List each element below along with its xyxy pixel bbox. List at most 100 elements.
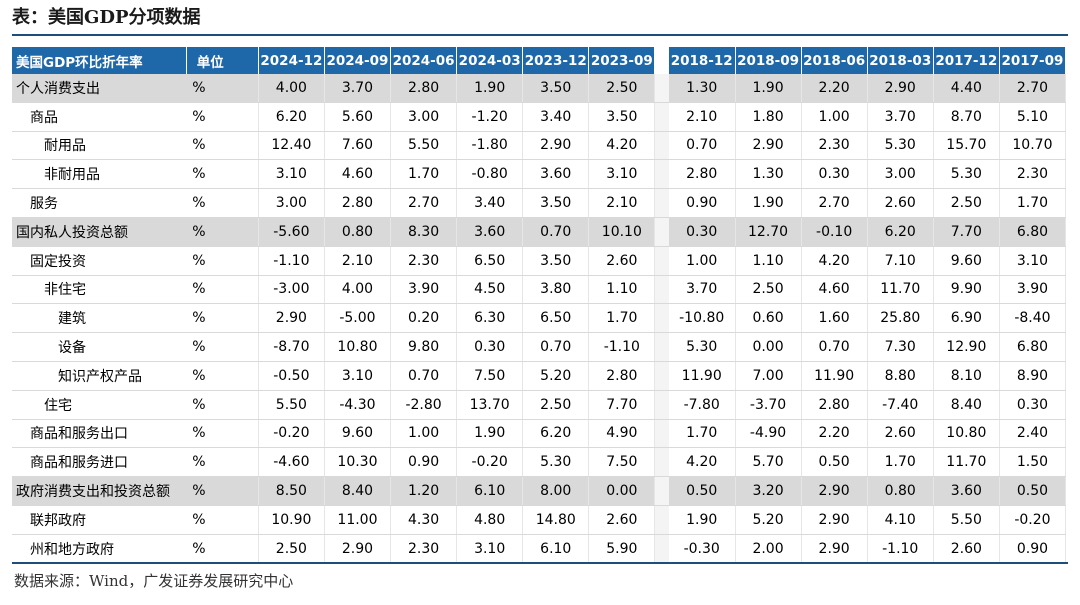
- cell-value: 3.90: [999, 275, 1067, 305]
- cell-value: -3.70: [735, 390, 802, 420]
- cell-value: 0.00: [735, 332, 802, 362]
- cell-value: 1.00: [390, 419, 458, 449]
- row-label: 商品和服务出口: [12, 419, 187, 449]
- cell-value: 0.70: [522, 332, 590, 362]
- cell-value: 4.20: [668, 447, 736, 478]
- row-gap: [654, 217, 669, 247]
- cell-value: 10.30: [324, 447, 392, 478]
- cell-value: 2.00: [735, 534, 802, 564]
- cell-value: 10.70: [999, 131, 1067, 161]
- cell-value: 4.00: [258, 74, 325, 103]
- row-label: 联邦政府: [12, 505, 187, 535]
- header-period: 2024-03: [456, 47, 524, 74]
- cell-value: 9.80: [390, 332, 458, 362]
- cell-value: 6.80: [999, 332, 1067, 362]
- table-row: 商品和服务出口% -0.20 9.60 1.00 1.90 6.20 4.90 1.70 -4.…: [12, 419, 1067, 449]
- cell-value: 7.70: [588, 390, 656, 420]
- cell-value: 10.90: [258, 505, 325, 535]
- cell-value: 3.60: [933, 476, 1000, 506]
- cell-value: 1.70: [999, 188, 1067, 218]
- table-row: 国内私人投资总额% -5.60 0.80 8.30 3.60 0.70 10.10 0.30 1…: [12, 217, 1067, 247]
- cell-value: 11.70: [933, 447, 1000, 478]
- cell-value: 9.60: [324, 419, 392, 449]
- cell-value: 0.80: [324, 217, 392, 247]
- cell-value: 8.50: [258, 476, 325, 506]
- cell-value: 5.90: [588, 534, 656, 564]
- row-unit: %: [186, 102, 259, 132]
- cell-value: 5.30: [522, 447, 590, 478]
- cell-value: 0.70: [668, 131, 736, 161]
- cell-value: 8.80: [867, 361, 934, 391]
- cell-value: 3.60: [456, 217, 524, 247]
- header-period: 2023-12: [522, 47, 590, 74]
- cell-value: 7.50: [456, 361, 524, 391]
- cell-value: 1.30: [668, 74, 736, 103]
- row-unit: %: [186, 188, 259, 218]
- cell-value: 6.10: [456, 476, 524, 506]
- cell-value: 1.00: [801, 102, 868, 132]
- cell-value: 2.30: [999, 159, 1067, 190]
- cell-value: 2.80: [801, 390, 868, 420]
- cell-value: 3.40: [522, 102, 590, 132]
- cell-value: 3.70: [668, 275, 736, 305]
- cell-value: 15.70: [933, 131, 1000, 161]
- cell-value: 3.10: [456, 534, 524, 564]
- cell-value: 1.90: [456, 74, 524, 103]
- cell-value: 5.20: [522, 361, 590, 391]
- cell-value: 1.00: [668, 246, 736, 276]
- row-gap: [654, 534, 669, 564]
- cell-value: 1.10: [588, 275, 656, 305]
- row-label: 商品和服务进口: [12, 447, 187, 478]
- table-row: 耐用品% 12.40 7.60 5.50 -1.80 2.90 4.20 0.70 2.90 2.…: [12, 131, 1067, 161]
- row-unit: %: [186, 390, 259, 420]
- cell-value: 0.70: [522, 217, 590, 247]
- cell-value: 3.10: [258, 159, 325, 190]
- source-note: 数据来源：Wind，广发证券发展研究中心: [14, 572, 294, 590]
- cell-value: 3.20: [735, 476, 802, 506]
- row-unit: %: [186, 332, 259, 362]
- cell-value: -0.20: [999, 505, 1067, 535]
- table-row: 知识产权产品% -0.50 3.10 0.70 7.50 5.20 2.80 11.90 7.0…: [12, 361, 1067, 391]
- row-gap: [654, 332, 669, 362]
- cell-value: 12.70: [735, 217, 802, 247]
- cell-value: 11.90: [668, 361, 736, 391]
- row-gap: [654, 505, 669, 535]
- row-gap: [654, 447, 669, 478]
- cell-value: 1.20: [390, 476, 458, 506]
- cell-value: 0.50: [999, 476, 1067, 506]
- header-period: 2018-09: [735, 47, 802, 74]
- row-label: 耐用品: [12, 131, 187, 161]
- header-period: 2017-09: [999, 47, 1067, 74]
- cell-value: 0.30: [456, 332, 524, 362]
- cell-value: 4.60: [801, 275, 868, 305]
- cell-value: 12.40: [258, 131, 325, 161]
- table-row: 个人消费支出% 4.00 3.70 2.80 1.90 3.50 2.50 1.30 1.90 2…: [12, 74, 1067, 103]
- cell-value: 2.10: [324, 246, 392, 276]
- row-unit: %: [186, 275, 259, 305]
- cell-value: 3.10: [588, 159, 656, 190]
- row-gap: [654, 188, 669, 218]
- cell-value: -0.20: [258, 419, 325, 449]
- cell-value: 6.90: [933, 303, 1000, 334]
- cell-value: 2.20: [801, 74, 868, 103]
- row-gap: [654, 131, 669, 161]
- cell-value: 0.00: [588, 476, 656, 506]
- cell-value: 8.40: [324, 476, 392, 506]
- cell-value: 3.50: [588, 102, 656, 132]
- header-unit: 单位: [186, 47, 259, 74]
- cell-value: -4.90: [735, 419, 802, 449]
- cell-value: 5.50: [933, 505, 1000, 535]
- cell-value: 3.40: [456, 188, 524, 218]
- table-row: 住宅% 5.50 -4.30 -2.80 13.70 2.50 7.70 -7.80 -3.70…: [12, 390, 1067, 420]
- cell-value: 2.60: [867, 188, 934, 218]
- row-unit: %: [186, 534, 259, 564]
- cell-value: 6.30: [456, 303, 524, 334]
- cell-value: 4.10: [867, 505, 934, 535]
- table-row: 非住宅% -3.00 4.00 3.90 4.50 3.80 1.10 3.70 2.50 4.6…: [12, 275, 1067, 305]
- header-name: 美国GDP环比折年率: [12, 47, 187, 74]
- cell-value: 2.50: [933, 188, 1000, 218]
- cell-value: 8.10: [933, 361, 1000, 391]
- cell-value: 2.50: [735, 275, 802, 305]
- cell-value: 3.70: [867, 102, 934, 132]
- cell-value: 8.70: [933, 102, 1000, 132]
